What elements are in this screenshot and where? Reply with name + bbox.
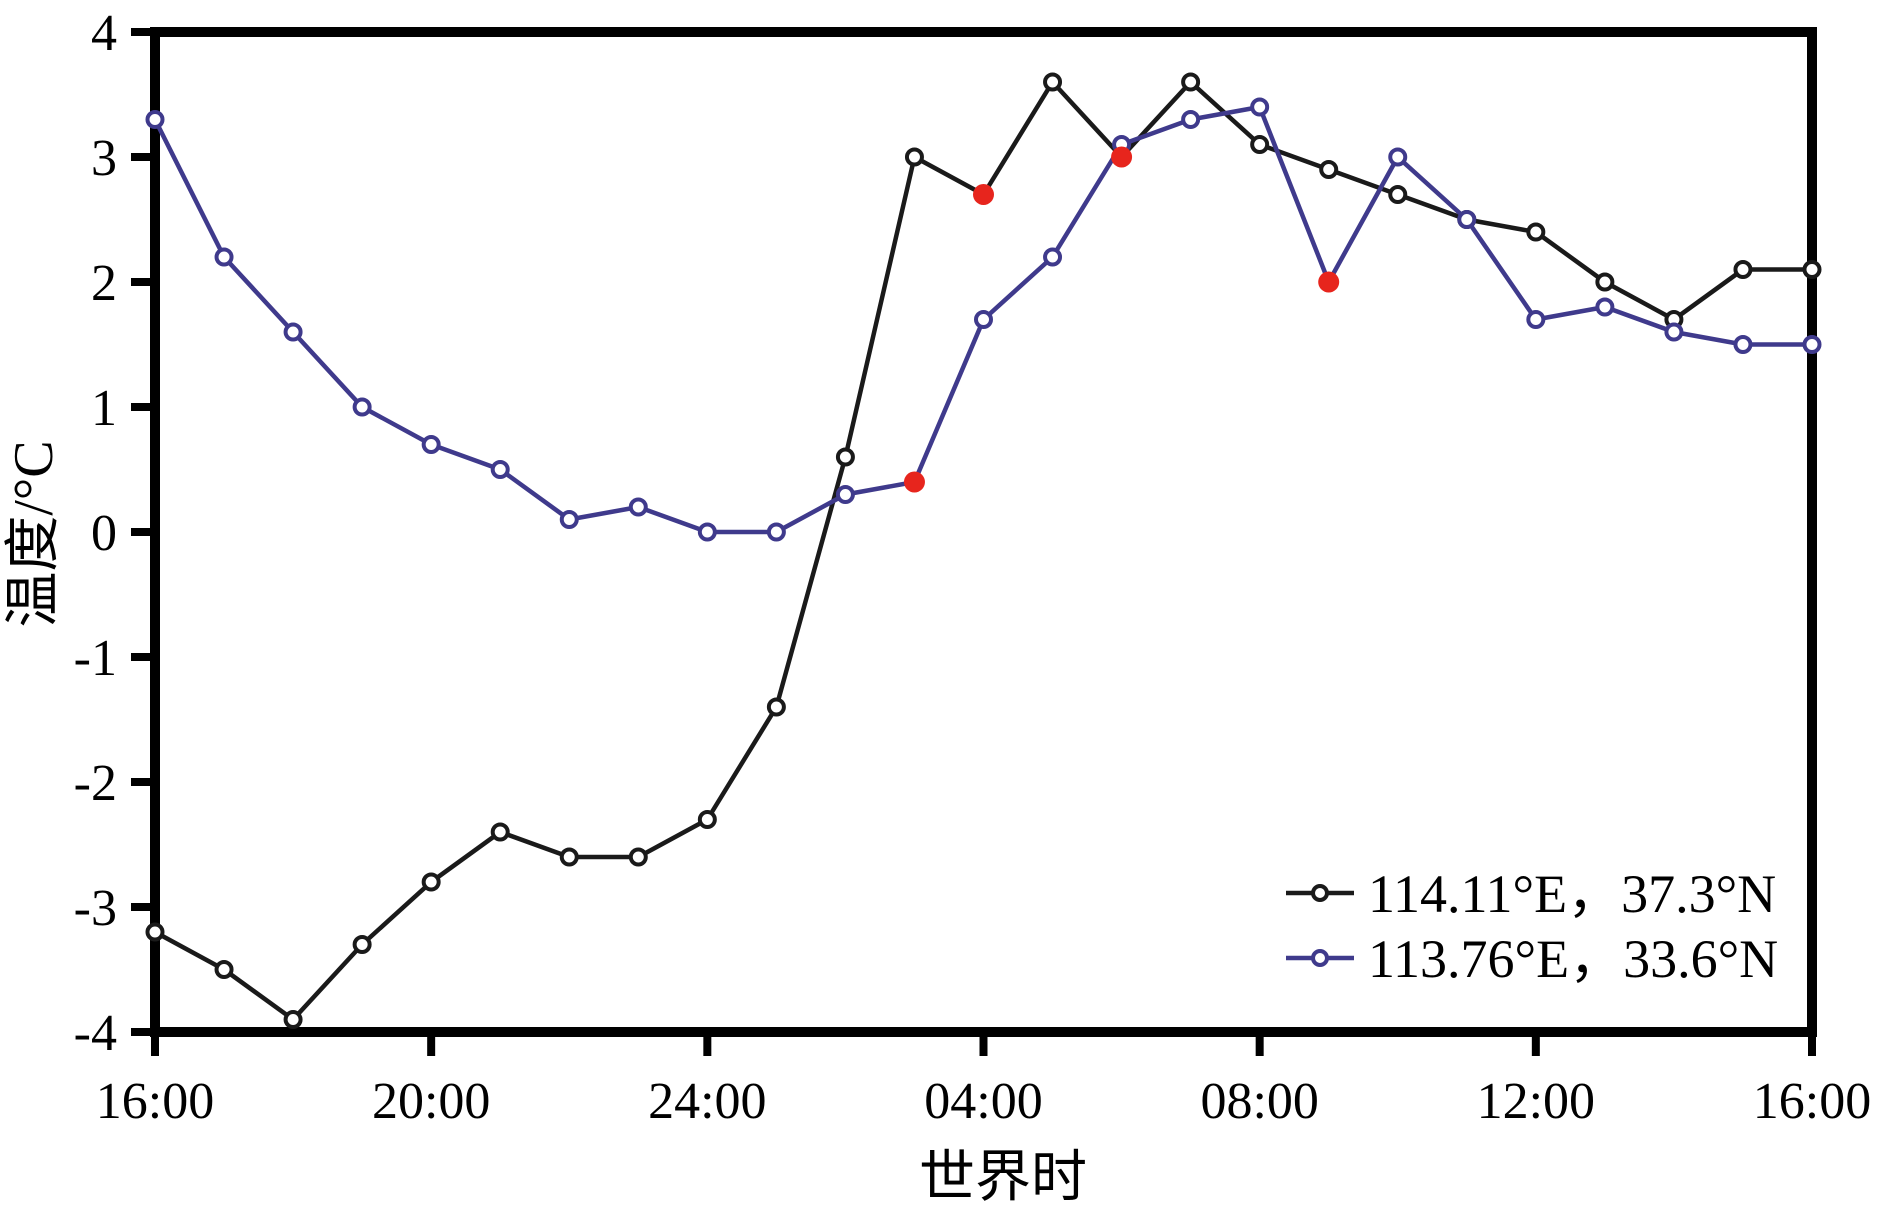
y-tick-label: 1 xyxy=(91,380,117,437)
data-point xyxy=(1250,97,1270,117)
data-point xyxy=(145,922,165,942)
data-point xyxy=(1250,135,1270,154)
highlight-point xyxy=(1111,146,1133,168)
data-point xyxy=(766,522,786,542)
y-tick-label: -4 xyxy=(74,1005,117,1062)
y-tick-label: 0 xyxy=(91,505,117,562)
data-point xyxy=(904,147,924,167)
data-point xyxy=(490,822,510,842)
legend-marker-icon xyxy=(1311,949,1329,967)
data-point xyxy=(214,960,234,979)
data-point xyxy=(490,460,510,479)
data-point xyxy=(1526,222,1546,242)
data-point xyxy=(214,247,234,267)
data-point xyxy=(559,510,579,529)
data-point xyxy=(1664,322,1684,342)
y-tick-label: 4 xyxy=(91,5,117,62)
data-point xyxy=(835,447,855,467)
data-point xyxy=(421,872,441,892)
y-tick-label: 3 xyxy=(91,130,117,187)
data-point xyxy=(1457,210,1477,229)
legend-marker-icon xyxy=(1311,884,1329,902)
plot-area: 16:00 20:00 24:00 04:00 08:00 12:00 16:00 4 3 2 1 0… xyxy=(74,5,1872,1130)
data-point xyxy=(421,435,441,454)
x-tick-label: 24:00 xyxy=(648,1073,766,1130)
data-point xyxy=(145,110,165,129)
data-point xyxy=(1802,335,1822,354)
data-point xyxy=(974,310,993,329)
x-tick-label: 08:00 xyxy=(1200,1073,1318,1130)
data-point xyxy=(1595,297,1615,317)
x-tick-label: 12:00 xyxy=(1477,1073,1595,1130)
legend-item: 114.11°E，37.3°N xyxy=(1286,864,1776,924)
highlight-point xyxy=(1318,271,1340,293)
highlight-point xyxy=(973,184,994,205)
legend-item: 113.76°E，33.6°N xyxy=(1286,929,1778,989)
data-point xyxy=(352,397,372,417)
y-tick-label: -2 xyxy=(74,755,117,812)
y-tick-label: 2 xyxy=(91,255,117,312)
data-point xyxy=(766,697,786,717)
data-point xyxy=(697,810,717,829)
data-point xyxy=(1043,247,1063,267)
data-point xyxy=(835,485,855,504)
y-tick-label: -3 xyxy=(74,880,117,937)
x-tick-label: 16:00 xyxy=(1753,1073,1871,1130)
data-point xyxy=(1733,335,1753,354)
y-axis-title: 温度/°C xyxy=(3,440,65,627)
data-point xyxy=(283,322,303,342)
data-point xyxy=(283,1010,303,1029)
data-point xyxy=(1181,72,1201,92)
data-point xyxy=(1802,260,1822,279)
data-point xyxy=(1043,72,1063,92)
data-point xyxy=(1181,110,1201,129)
highlight-point xyxy=(903,471,925,493)
data-point xyxy=(1733,260,1753,279)
y-tick-label: -1 xyxy=(74,630,117,687)
x-tick-label: 20:00 xyxy=(372,1073,490,1130)
data-point xyxy=(1319,160,1339,179)
data-point xyxy=(1388,147,1408,167)
data-point xyxy=(352,935,372,954)
data-point xyxy=(559,847,579,867)
data-point xyxy=(697,522,717,542)
data-point xyxy=(1388,185,1408,204)
data-point xyxy=(1526,310,1546,329)
x-tick-label: 16:00 xyxy=(96,1073,214,1130)
legend-label: 114.11°E，37.3°N xyxy=(1368,864,1776,924)
legend-label: 113.76°E，33.6°N xyxy=(1368,929,1778,989)
data-point xyxy=(628,847,648,867)
x-tick-label: 04:00 xyxy=(924,1073,1042,1130)
x-axis-title: 世界时 xyxy=(919,1147,1087,1209)
data-point xyxy=(1595,272,1615,292)
data-point xyxy=(628,497,648,517)
